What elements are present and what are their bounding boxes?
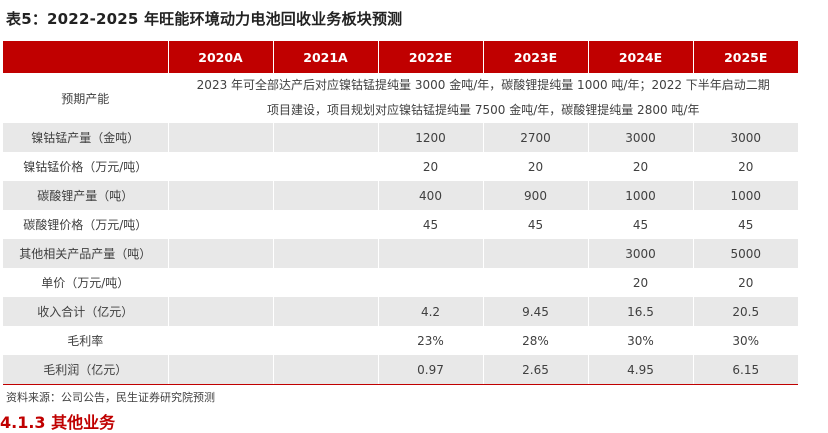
table-cell: [273, 326, 379, 355]
table-cell: 2.65: [483, 355, 589, 385]
table-cell: 1200: [378, 123, 484, 152]
header-cell-2025e: 2025E: [693, 41, 798, 73]
row-label: 其他相关产品产量（吨）: [3, 239, 169, 268]
row-label: 碳酸锂产量（吨）: [3, 181, 169, 210]
table-row: 镍钴锰价格（万元/吨） 20 20 20 20: [3, 152, 798, 181]
table-cell: 3000: [693, 123, 798, 152]
table-cell: 16.5: [588, 297, 694, 326]
table-cell: [273, 297, 379, 326]
table-cell: 400: [378, 181, 484, 210]
table-cell: [483, 268, 589, 297]
table-cell: 2700: [483, 123, 589, 152]
forecast-table: 2020A 2021A 2022E 2023E 2024E 2025E 预期产能…: [3, 41, 798, 385]
table-row: 其他相关产品产量（吨） 3000 5000: [3, 239, 798, 268]
table-cell: 20: [738, 159, 754, 174]
source-note: 资料来源：公司公告，民生证券研究院预测: [6, 391, 215, 404]
table-cell: [273, 123, 379, 152]
plan-description: 2023 年可全部达产后对应镍钴锰提纯量 3000 金吨/年，碳酸锂提纯量 10…: [168, 73, 798, 123]
table-cell: [273, 268, 379, 297]
table-header-row: 2020A 2021A 2022E 2023E 2024E 2025E: [3, 41, 798, 73]
table-cell: [168, 268, 274, 297]
table-cell: 20: [588, 268, 694, 297]
section-heading: 4.1.3 其他业务: [0, 413, 116, 432]
table-row: 镍钴锰产量（金吨） 1200 2700 3000 3000: [3, 123, 798, 152]
header-cell-2022e: 2022E: [378, 41, 484, 73]
row-label: 毛利率: [3, 326, 169, 355]
table-cell: 0.97: [378, 355, 484, 385]
table-row: 收入合计（亿元） 4.2 9.45 16.5 20.5: [3, 297, 798, 326]
table-cell: 4.2: [378, 297, 484, 326]
table-row: 碳酸锂产量（吨） 400 900 1000 1000: [3, 181, 798, 210]
table-cell: [168, 326, 274, 355]
table-cell: 5000: [693, 239, 798, 268]
header-cell-2023e: 2023E: [483, 41, 589, 73]
table-cell: 900: [483, 181, 589, 210]
table-cell: [168, 239, 274, 268]
table-row: 碳酸锂价格（万元/吨） 45 45 45 45: [3, 210, 798, 239]
header-cell-2024e: 2024E: [588, 41, 694, 73]
table-cell: [168, 297, 274, 326]
table-cell: [378, 268, 484, 297]
table-cell: 30%: [588, 326, 694, 355]
table-cell: [273, 239, 379, 268]
table-cell: 20.5: [693, 297, 798, 326]
table-cell: [168, 123, 274, 152]
table-cell: 3000: [588, 123, 694, 152]
header-cell-2021a: 2021A: [273, 41, 379, 73]
table-cell: 28%: [483, 326, 589, 355]
table-cell: [168, 181, 274, 210]
table-cell: 45: [588, 210, 694, 239]
table-cell: [273, 210, 379, 239]
table-cell: 6.15: [693, 355, 798, 385]
table-cell: 20: [378, 152, 484, 181]
row-label: 镍钴锰价格（万元/吨）: [3, 152, 169, 181]
table-cell: [168, 210, 274, 239]
row-label: 毛利润（亿元）: [3, 355, 169, 385]
table-cell: 45: [738, 217, 754, 232]
table-row-plan: 预期产能 2023 年可全部达产后对应镍钴锰提纯量 3000 金吨/年，碳酸锂提…: [3, 73, 798, 123]
table-cell: 45: [483, 210, 589, 239]
table-cell: 23%: [378, 326, 484, 355]
table-row: 毛利率 23% 28% 30% 30%: [3, 326, 798, 355]
row-label: 碳酸锂价格（万元/吨）: [3, 210, 169, 239]
table-cell: 20: [738, 275, 754, 290]
table-cell: [378, 239, 484, 268]
table-cell: 20: [588, 152, 694, 181]
table-cell: [273, 181, 379, 210]
table-cell: [273, 152, 379, 181]
table-cell: 30%: [732, 333, 760, 348]
table-row: 单价（万元/吨） 20 20: [3, 268, 798, 297]
header-cell-2020a: 2020A: [168, 41, 274, 73]
table-cell: 45: [378, 210, 484, 239]
table-cell: 1000: [693, 181, 798, 210]
table-row: 毛利润（亿元） 0.97 2.65 4.95 6.15: [3, 355, 798, 385]
row-label: 单价（万元/吨）: [3, 268, 169, 297]
table-cell: 9.45: [483, 297, 589, 326]
header-cell-empty: [3, 41, 169, 73]
row-label: 收入合计（亿元）: [3, 297, 169, 326]
table-cell: 1000: [588, 181, 694, 210]
plan-line-1: 2023 年可全部达产后对应镍钴锰提纯量 3000 金吨/年，碳酸锂提纯量 10…: [196, 78, 770, 92]
row-label: 镍钴锰产量（金吨）: [3, 123, 169, 152]
table-cell: [168, 152, 274, 181]
table-cell: [273, 355, 379, 385]
plan-line-2: 项目建设，项目规划对应镍钴锰提纯量 7500 金吨/年，碳酸锂提纯量 2800 …: [267, 103, 700, 117]
table-cell: 4.95: [588, 355, 694, 385]
table-cell: [483, 239, 589, 268]
table-cell: 20: [483, 152, 589, 181]
table-title: 表5：2022-2025 年旺能环境动力电池回收业务板块预测: [6, 10, 403, 28]
table-cell: [168, 355, 274, 385]
table-cell: 3000: [588, 239, 694, 268]
row-label: 预期产能: [3, 73, 169, 123]
